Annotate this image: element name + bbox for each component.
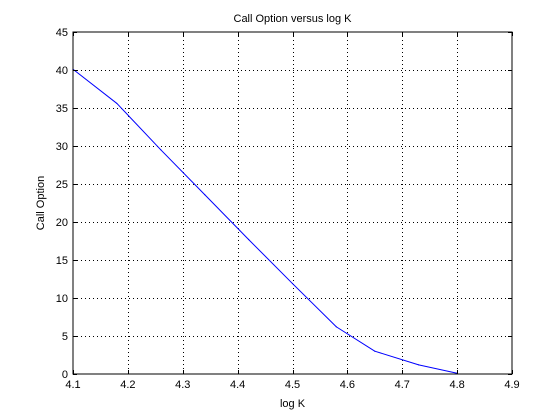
plot-area [73,32,512,374]
data-point [418,364,419,365]
x-tick-label: 4.6 [340,379,355,391]
x-tick-label: 4.8 [449,379,464,391]
y-tick-label: 35 [56,103,68,115]
y-tick-label: 5 [62,331,68,343]
y-tick-label: 0 [62,369,68,381]
x-tick-label: 4.9 [504,379,519,391]
x-tick-label: 4.5 [285,379,300,391]
y-axis-label: Call Option [35,176,47,230]
y-tick-label: 20 [56,217,68,229]
y-tick-label: 45 [56,27,68,39]
x-axis-label: log K [280,398,306,410]
y-tick-label: 25 [56,179,68,191]
x-tick-label: 4.4 [230,379,245,391]
data-point [116,103,117,104]
y-tick-label: 30 [56,141,68,153]
y-tick-label: 15 [56,255,68,267]
data-point [292,283,293,284]
x-tick-label: 4.2 [120,379,135,391]
data-point [160,149,161,150]
y-tick-label: 40 [56,65,68,77]
data-point [248,239,249,240]
y-tick-label: 10 [56,293,68,305]
data-point [204,194,205,195]
data-point [336,326,337,327]
chart-title: Call Option versus log K [234,13,353,25]
data-point [374,351,375,352]
x-tick-label: 4.3 [175,379,190,391]
x-tick-label: 4.7 [395,379,410,391]
